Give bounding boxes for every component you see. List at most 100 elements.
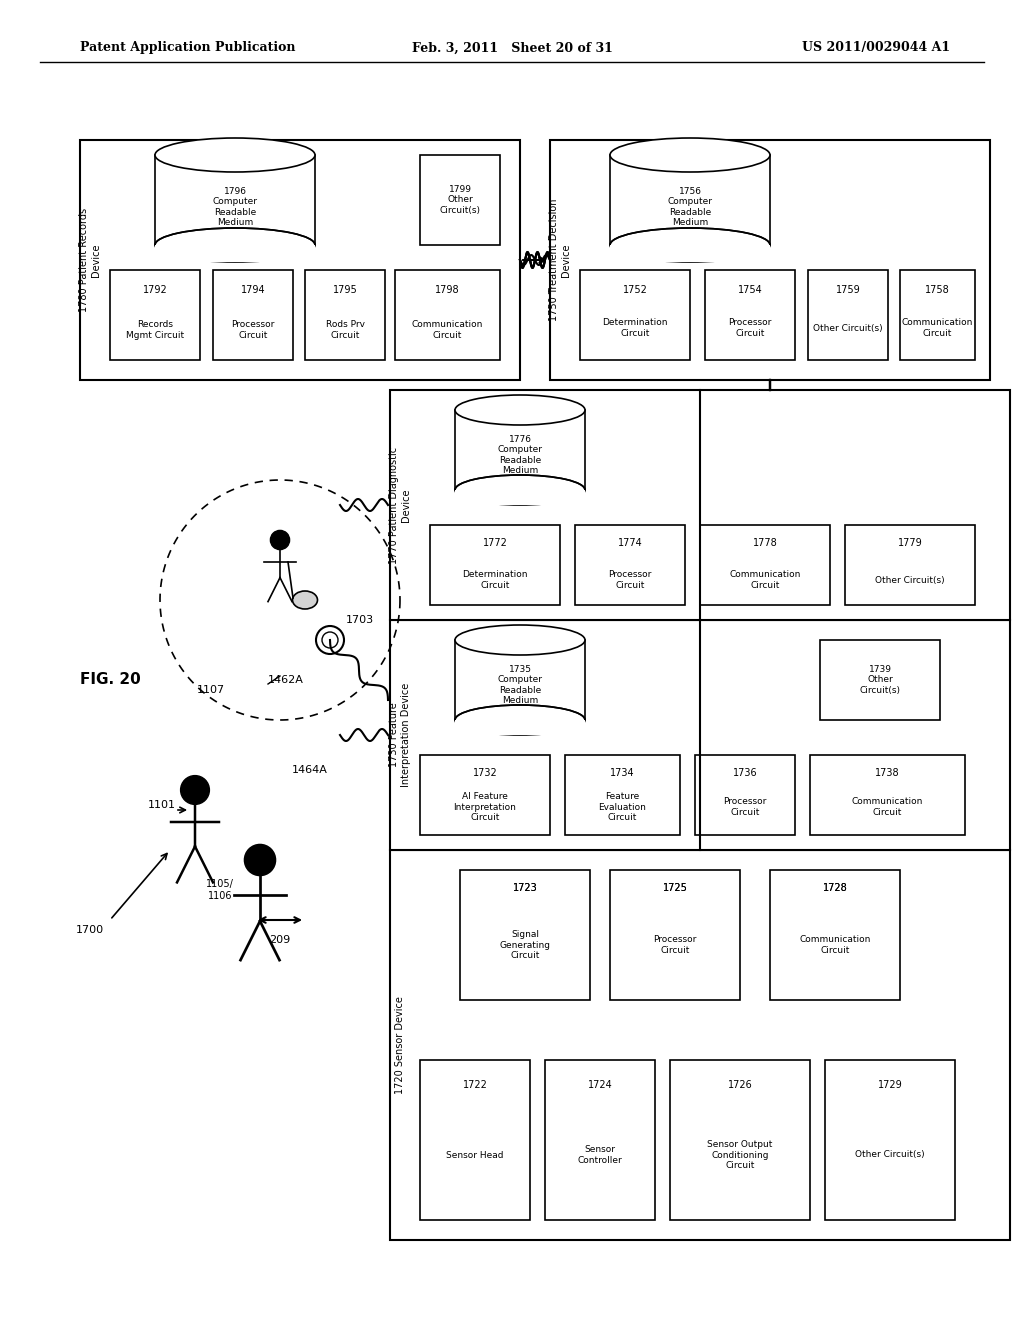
Ellipse shape: [455, 705, 585, 735]
Text: 1722: 1722: [463, 1080, 487, 1090]
Text: 1795: 1795: [333, 285, 357, 294]
Text: Sensor Output
Conditioning
Circuit: Sensor Output Conditioning Circuit: [708, 1140, 773, 1170]
Ellipse shape: [155, 228, 315, 261]
Text: 1752: 1752: [623, 285, 647, 294]
Text: 1725: 1725: [663, 883, 687, 894]
FancyBboxPatch shape: [695, 755, 795, 836]
Text: Feb. 3, 2011   Sheet 20 of 31: Feb. 3, 2011 Sheet 20 of 31: [412, 41, 612, 54]
Text: 1759: 1759: [836, 285, 860, 294]
Text: Communication
Circuit: Communication Circuit: [902, 318, 973, 338]
Text: 1732: 1732: [473, 768, 498, 777]
Text: Communication
Circuit: Communication Circuit: [800, 936, 870, 954]
Text: Processor
Circuit: Processor Circuit: [723, 797, 767, 817]
Text: 1776
Computer
Readable
Medium: 1776 Computer Readable Medium: [498, 434, 543, 475]
Text: Sensor
Controller: Sensor Controller: [578, 1146, 623, 1164]
Text: 1700: 1700: [76, 925, 104, 935]
Text: 1799
Other
Circuit(s): 1799 Other Circuit(s): [439, 185, 480, 215]
Text: 1756
Computer
Readable
Medium: 1756 Computer Readable Medium: [668, 187, 713, 227]
Bar: [455, 640, 585, 719]
FancyBboxPatch shape: [705, 271, 795, 360]
Text: Signal
Generating
Circuit: Signal Generating Circuit: [500, 931, 551, 960]
Text: Processor
Circuit: Processor Circuit: [653, 936, 696, 954]
Text: Sensor Head: Sensor Head: [446, 1151, 504, 1159]
Text: US 2011/0029044 A1: US 2011/0029044 A1: [802, 41, 950, 54]
FancyBboxPatch shape: [213, 271, 293, 360]
Text: Records
Mgmt Circuit: Records Mgmt Circuit: [126, 321, 184, 339]
Text: 1720 Sensor Device: 1720 Sensor Device: [395, 997, 406, 1094]
Text: Determination
Circuit: Determination Circuit: [462, 570, 527, 590]
Text: 1101: 1101: [148, 800, 176, 810]
Text: 1703: 1703: [346, 615, 374, 624]
FancyBboxPatch shape: [110, 271, 200, 360]
Text: 1770 Patient Diagnostic
Device: 1770 Patient Diagnostic Device: [389, 446, 411, 564]
FancyBboxPatch shape: [460, 870, 590, 1001]
FancyBboxPatch shape: [390, 389, 1010, 620]
Text: Other Circuit(s): Other Circuit(s): [855, 1151, 925, 1159]
Text: 1739
Other
Circuit(s): 1739 Other Circuit(s): [859, 665, 900, 694]
Text: 1736: 1736: [733, 768, 758, 777]
Text: 1725: 1725: [663, 883, 687, 894]
Text: 1728: 1728: [822, 883, 848, 894]
Text: 1728: 1728: [822, 883, 848, 894]
FancyBboxPatch shape: [808, 271, 888, 360]
Text: 1723: 1723: [513, 883, 538, 894]
FancyBboxPatch shape: [430, 525, 560, 605]
Text: 1774: 1774: [617, 539, 642, 548]
FancyBboxPatch shape: [845, 525, 975, 605]
Ellipse shape: [610, 228, 770, 261]
FancyBboxPatch shape: [80, 140, 520, 380]
FancyBboxPatch shape: [390, 620, 1010, 850]
Text: Communication
Circuit: Communication Circuit: [729, 570, 801, 590]
Text: 1729: 1729: [878, 1080, 902, 1090]
Text: 1798: 1798: [435, 285, 460, 294]
FancyBboxPatch shape: [550, 140, 990, 380]
Text: 1794: 1794: [241, 285, 265, 294]
Bar: [610, 246, 770, 261]
Text: Other Circuit(s): Other Circuit(s): [876, 576, 945, 585]
FancyBboxPatch shape: [420, 755, 550, 836]
Text: Other Circuit(s): Other Circuit(s): [813, 323, 883, 333]
Text: 1464A: 1464A: [292, 766, 328, 775]
FancyBboxPatch shape: [420, 154, 500, 246]
Text: 1105/
1106: 1105/ 1106: [206, 879, 233, 900]
Text: 1724: 1724: [588, 1080, 612, 1090]
FancyBboxPatch shape: [395, 271, 500, 360]
Text: 1750 Treatment Decision
Device: 1750 Treatment Decision Device: [549, 199, 570, 321]
Text: 1462A: 1462A: [268, 675, 304, 685]
Text: Rods Prv
Circuit: Rods Prv Circuit: [326, 321, 365, 339]
Text: 1772: 1772: [482, 539, 508, 548]
Text: 1754: 1754: [737, 285, 763, 294]
Text: 1779: 1779: [898, 539, 923, 548]
Text: Determination
Circuit: Determination Circuit: [602, 318, 668, 338]
Text: Communication
Circuit: Communication Circuit: [412, 321, 483, 339]
Text: 1107: 1107: [197, 685, 225, 696]
Text: Processor
Circuit: Processor Circuit: [608, 570, 651, 590]
FancyBboxPatch shape: [420, 1060, 530, 1220]
FancyBboxPatch shape: [545, 1060, 655, 1220]
Text: 1778: 1778: [753, 539, 777, 548]
Text: 1735
Computer
Readable
Medium: 1735 Computer Readable Medium: [498, 665, 543, 705]
Ellipse shape: [455, 475, 585, 506]
Text: 1723: 1723: [513, 883, 538, 894]
Text: 1758: 1758: [925, 285, 950, 294]
Bar: [455, 411, 585, 490]
Text: AI Feature
Interpretation
Circuit: AI Feature Interpretation Circuit: [454, 792, 516, 822]
FancyBboxPatch shape: [305, 271, 385, 360]
FancyBboxPatch shape: [810, 755, 965, 836]
FancyBboxPatch shape: [565, 755, 680, 836]
FancyBboxPatch shape: [575, 525, 685, 605]
Ellipse shape: [155, 139, 315, 172]
Ellipse shape: [293, 591, 317, 609]
FancyBboxPatch shape: [580, 271, 690, 360]
Text: 1792: 1792: [142, 285, 167, 294]
Text: 1734: 1734: [610, 768, 635, 777]
Text: Processor
Circuit: Processor Circuit: [728, 318, 772, 338]
Circle shape: [270, 531, 290, 549]
Text: 1738: 1738: [876, 768, 900, 777]
Circle shape: [245, 845, 275, 875]
Text: 1730 Feature
Interpretation Device: 1730 Feature Interpretation Device: [389, 682, 411, 787]
FancyBboxPatch shape: [670, 1060, 810, 1220]
Text: 209: 209: [269, 935, 291, 945]
Text: Feature
Evaluation
Circuit: Feature Evaluation Circuit: [599, 792, 646, 822]
FancyBboxPatch shape: [610, 870, 740, 1001]
